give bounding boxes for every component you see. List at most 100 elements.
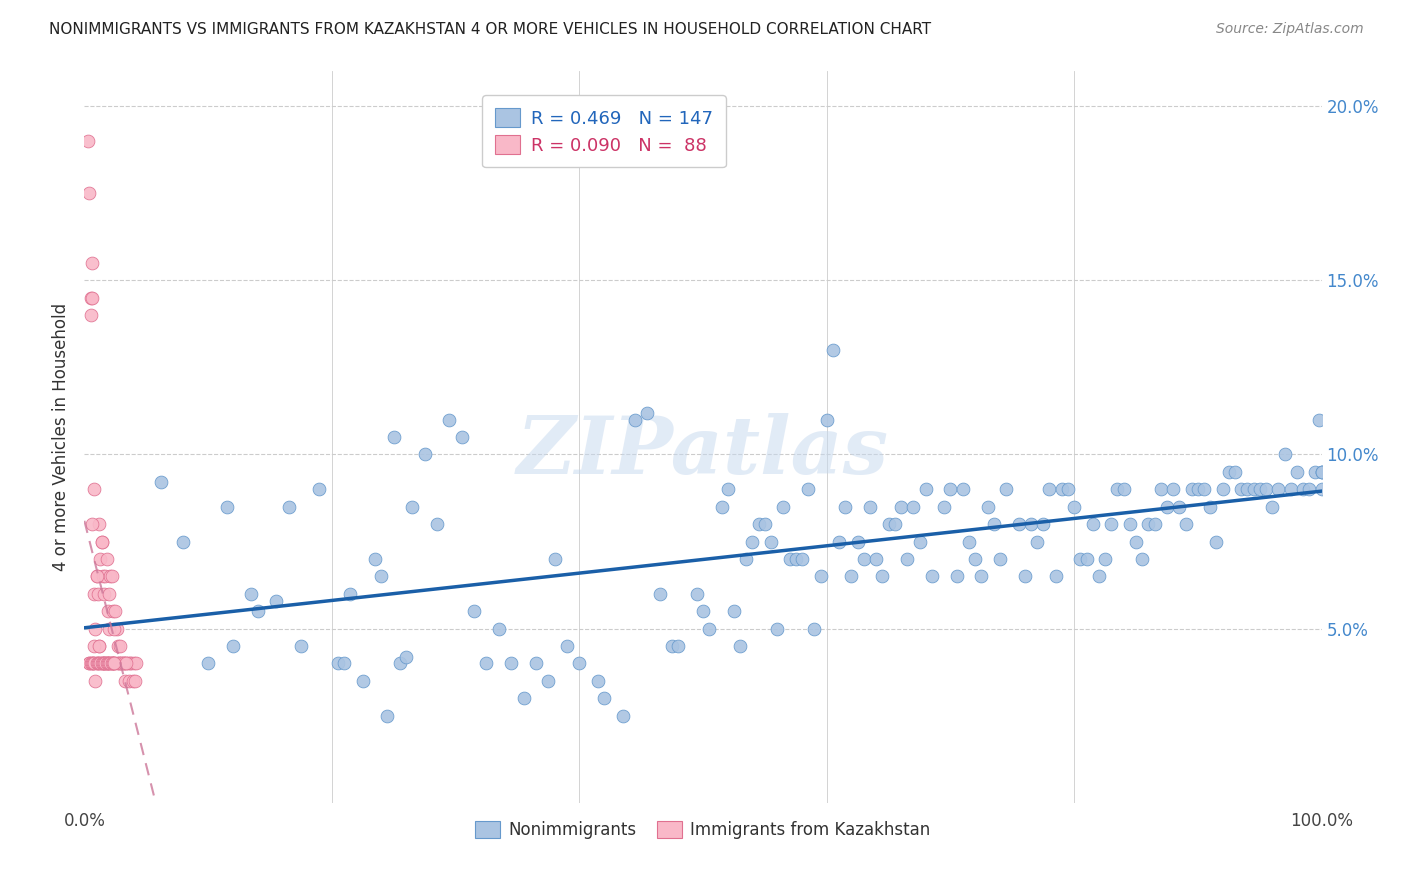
Point xyxy=(1094,552,1116,566)
Point xyxy=(150,475,173,490)
Point xyxy=(79,657,101,671)
Point xyxy=(120,657,142,671)
Point xyxy=(612,708,634,723)
Point xyxy=(1308,412,1330,426)
Point xyxy=(370,569,392,583)
Point xyxy=(772,500,794,514)
Point xyxy=(115,657,138,671)
Point xyxy=(118,673,141,688)
Point xyxy=(1014,569,1036,583)
Point xyxy=(89,639,111,653)
Point xyxy=(1032,517,1054,532)
Point xyxy=(377,708,399,723)
Point xyxy=(112,657,135,671)
Point xyxy=(877,517,900,532)
Point xyxy=(624,412,647,426)
Legend: Nonimmigrants, Immigrants from Kazakhstan: Nonimmigrants, Immigrants from Kazakhsta… xyxy=(468,814,938,846)
Point xyxy=(110,639,132,653)
Point xyxy=(89,552,111,566)
Point xyxy=(290,639,312,653)
Point xyxy=(841,569,863,583)
Point xyxy=(728,639,751,653)
Point xyxy=(1261,500,1284,514)
Point xyxy=(1274,448,1296,462)
Point xyxy=(939,483,962,497)
Point xyxy=(120,657,142,671)
Point xyxy=(1212,483,1234,497)
Point xyxy=(125,657,148,671)
Point xyxy=(79,291,101,305)
Point xyxy=(1181,483,1204,497)
Point xyxy=(100,569,122,583)
Point xyxy=(103,657,125,671)
Point xyxy=(110,657,132,671)
Point xyxy=(98,657,121,671)
Y-axis label: 4 or more Vehicles in Household: 4 or more Vehicles in Household xyxy=(52,303,70,571)
Point xyxy=(98,587,121,601)
Point xyxy=(1279,483,1302,497)
Point xyxy=(264,594,287,608)
Point xyxy=(87,657,110,671)
Point xyxy=(1112,483,1135,497)
Point xyxy=(1310,465,1333,479)
Point xyxy=(98,657,121,671)
Point xyxy=(86,569,108,583)
Point xyxy=(101,604,124,618)
Point xyxy=(803,622,825,636)
Point xyxy=(83,657,105,671)
Point xyxy=(413,448,436,462)
Point xyxy=(87,587,110,601)
Point xyxy=(686,587,709,601)
Point xyxy=(759,534,782,549)
Point xyxy=(80,291,103,305)
Point xyxy=(524,657,547,671)
Point xyxy=(326,657,349,671)
Point xyxy=(903,500,925,514)
Point xyxy=(388,657,411,671)
Point xyxy=(339,587,361,601)
Point xyxy=(537,673,560,688)
Point xyxy=(976,500,998,514)
Point xyxy=(98,622,121,636)
Point xyxy=(84,673,107,688)
Point xyxy=(89,517,111,532)
Point xyxy=(1143,517,1166,532)
Point xyxy=(197,657,219,671)
Point xyxy=(103,622,125,636)
Point xyxy=(1223,465,1246,479)
Point xyxy=(965,552,987,566)
Point xyxy=(1137,517,1160,532)
Point xyxy=(115,657,138,671)
Point xyxy=(103,657,125,671)
Point xyxy=(100,657,122,671)
Point xyxy=(1161,483,1184,497)
Point xyxy=(1026,534,1049,549)
Point xyxy=(983,517,1005,532)
Point xyxy=(364,552,387,566)
Point xyxy=(1298,483,1320,497)
Point xyxy=(883,517,905,532)
Point xyxy=(1305,465,1327,479)
Point xyxy=(93,657,115,671)
Point xyxy=(593,691,616,706)
Point xyxy=(914,483,936,497)
Point xyxy=(114,673,136,688)
Point xyxy=(97,604,120,618)
Point xyxy=(872,569,894,583)
Point xyxy=(543,552,565,566)
Point xyxy=(86,569,108,583)
Point xyxy=(1267,483,1289,497)
Point xyxy=(172,534,194,549)
Point xyxy=(79,657,101,671)
Point xyxy=(215,500,238,514)
Point xyxy=(98,657,121,671)
Point xyxy=(90,534,112,549)
Point xyxy=(957,534,980,549)
Point xyxy=(852,552,875,566)
Point xyxy=(790,552,813,566)
Point xyxy=(450,430,472,444)
Point xyxy=(277,500,299,514)
Point xyxy=(89,639,111,653)
Point xyxy=(945,569,967,583)
Point xyxy=(89,657,111,671)
